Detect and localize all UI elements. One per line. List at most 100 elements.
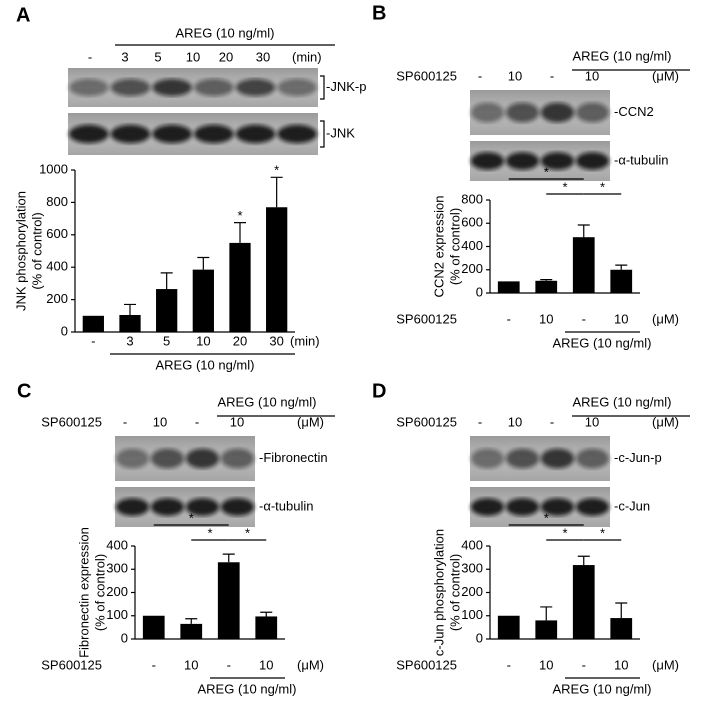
error-bar	[160, 272, 173, 290]
y-tick-label: 1000	[39, 161, 68, 176]
error-bar	[540, 279, 553, 281]
blot-band	[235, 124, 276, 144]
blot-band	[575, 152, 610, 170]
panel: D AREG (10 ng/ml)SP600125-10-10 (μM)-c-Jun…	[372, 380, 690, 696]
blot-unit: (μM)	[652, 414, 679, 429]
y-tick-label: 600	[46, 226, 68, 241]
band-label: -c-Jun-p	[614, 450, 662, 465]
blot-band	[505, 102, 540, 123]
y-tick-label: 200	[461, 584, 483, 599]
blot-band	[150, 448, 185, 469]
panel: B AREG (10 ng/ml) SP600125 - 10 - 10 (μM) -CCN2 -…	[372, 2, 690, 350]
x-tick-label: 10	[614, 657, 628, 672]
y-tick-label: 400	[461, 537, 483, 552]
blot-band	[540, 102, 575, 123]
x-tick-label: 3	[126, 333, 133, 348]
bar	[180, 623, 203, 639]
y-tick-label: 200	[106, 584, 128, 599]
bar	[192, 269, 214, 332]
y-tick-label: 0	[476, 284, 483, 299]
y-axis-label: (% of control)	[92, 554, 107, 631]
blot-unit: (μM)	[297, 414, 324, 429]
comparison-label: *	[562, 525, 567, 540]
y-axis-label: Fibronectin expression	[76, 527, 91, 658]
comparison-label: *	[189, 510, 194, 525]
y-tick-label: 0	[61, 323, 68, 338]
blot-band	[220, 498, 255, 516]
blot-band	[470, 498, 505, 516]
x-tick-label: 10	[539, 657, 553, 672]
x-tick-label: 30	[269, 333, 283, 348]
bar	[497, 281, 520, 293]
x-tick-label: -	[507, 311, 511, 326]
error-bar	[260, 611, 273, 617]
blot-band	[193, 124, 234, 144]
lane-label: 10	[230, 414, 244, 429]
bar	[82, 315, 104, 332]
lane-label: 20	[219, 49, 233, 64]
bar	[255, 616, 278, 639]
bar	[610, 269, 633, 293]
panel: C AREG (10 ng/ml)SP600125-10-10 (μM)-Fibro…	[17, 380, 335, 696]
y-tick-label: 300	[461, 561, 483, 576]
blot-band	[540, 152, 575, 170]
x-row-label: SP600125	[41, 657, 102, 672]
blot-band	[575, 498, 610, 516]
error-bar	[197, 256, 210, 270]
blot-row-label: SP600125	[396, 68, 457, 83]
error-bar	[222, 553, 235, 563]
y-tick-label: 200	[461, 261, 483, 276]
blot-band	[505, 498, 540, 516]
y-axis-label: JNK phosphorylation	[13, 191, 28, 311]
band-bracket	[320, 75, 325, 100]
band-label: -α-tubulin	[614, 152, 668, 167]
lane-label: -	[478, 414, 482, 429]
y-tick-label: 400	[106, 537, 128, 552]
error-bar	[577, 224, 590, 238]
lane-label: -	[88, 49, 92, 64]
error-bar	[540, 606, 553, 621]
blot-group-label: AREG (10 ng/ml)	[218, 394, 317, 409]
bar	[572, 565, 595, 639]
panel-label: B	[372, 2, 386, 24]
y-tick-label: 400	[46, 259, 68, 274]
y-axis-label: CCN2 expression	[431, 196, 446, 298]
x-tick-label: 10	[196, 333, 210, 348]
blot-band	[68, 124, 109, 144]
lane-label: 10	[585, 414, 599, 429]
comparison-label: *	[544, 510, 549, 525]
group-label: AREG (10 ng/ml)	[553, 681, 652, 696]
blot-band	[575, 448, 610, 469]
y-tick-label: 0	[476, 630, 483, 645]
lane-label: -	[478, 68, 482, 83]
bar	[229, 242, 251, 332]
blot-band	[185, 448, 220, 469]
y-tick-label: 100	[106, 607, 128, 622]
blot-image	[68, 68, 318, 107]
blot-band	[505, 152, 540, 170]
x-tick-label: -	[227, 657, 231, 672]
blot-band	[150, 498, 185, 516]
bar	[535, 620, 558, 639]
blot-band	[185, 498, 220, 516]
y-tick-label: 800	[461, 191, 483, 206]
lane-label: -	[550, 68, 554, 83]
blot-band	[152, 78, 193, 97]
x-row-label: SP600125	[396, 311, 457, 326]
y-axis-label: c-Jun phosphorylation	[431, 529, 446, 656]
blot-row-label: SP600125	[396, 414, 457, 429]
y-tick-label: 0	[121, 630, 128, 645]
bar	[156, 289, 178, 332]
band-label: -Fibronectin	[259, 450, 328, 465]
error-bar	[234, 222, 246, 243]
significance-mark: *	[274, 163, 279, 178]
comparison-label: *	[544, 164, 549, 179]
y-tick-label: 800	[46, 194, 68, 209]
error-bar	[185, 618, 198, 624]
bar	[572, 237, 595, 293]
y-tick-label: 600	[461, 215, 483, 230]
group-label: AREG (10 ng/ml)	[156, 357, 255, 372]
x-tick-label: -	[91, 333, 95, 348]
x-tick-label: -	[582, 657, 586, 672]
blot-band	[193, 78, 234, 97]
